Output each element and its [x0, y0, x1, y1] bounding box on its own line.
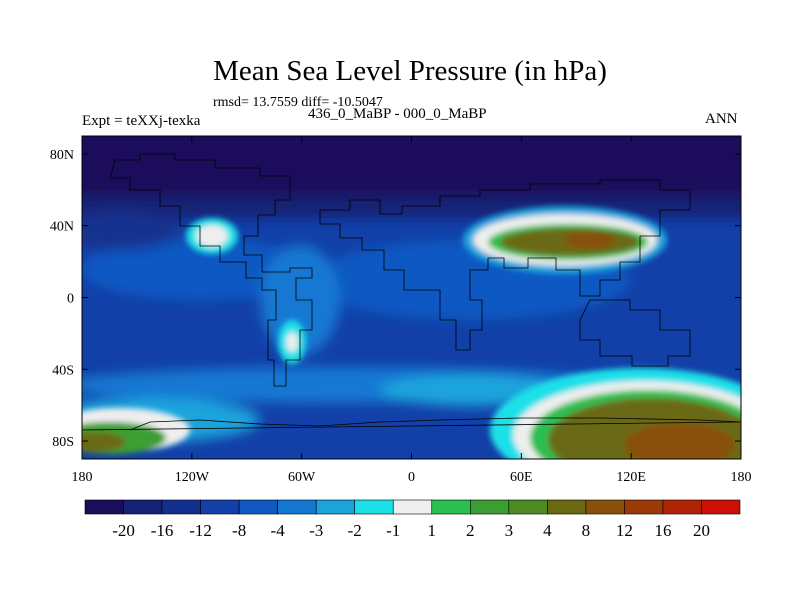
- x-tick-label-6: 180: [731, 470, 752, 485]
- colorbar-label-0: -20: [112, 521, 135, 540]
- colorbar-label-9: 2: [466, 521, 475, 540]
- colorbar-swatch-8: [392, 499, 433, 515]
- arctic-edge: [82, 196, 741, 218]
- colorbar-label-2: -12: [189, 521, 212, 540]
- x-tick-label-5: 120E: [616, 470, 646, 485]
- colorbar-swatch-1: [123, 499, 163, 515]
- x-tick-label-3: 0: [408, 470, 415, 485]
- colorbar-label-13: 12: [616, 521, 633, 540]
- south-pacific-core: [82, 432, 125, 452]
- colorbar-label-8: 1: [428, 521, 437, 540]
- colorbar-swatch-11: [508, 499, 548, 515]
- north-pacific-low: [82, 210, 180, 250]
- asia-high-core: [564, 232, 616, 248]
- colorbar-swatch-13: [585, 499, 625, 515]
- antarctic-high-core: [625, 423, 735, 459]
- x-tick-label-0: 180: [72, 470, 93, 485]
- y-tick-label-2: 0: [67, 292, 74, 307]
- colorbar-swatch-12: [547, 499, 587, 515]
- south-america-high: [286, 332, 298, 352]
- y-tick-label-1: 40N: [50, 220, 74, 235]
- y-tick-label-0: 80N: [50, 148, 74, 163]
- experiment-label: Expt = teXXj-texka: [82, 113, 201, 129]
- stats-label: rmsd= 13.7559 diff= -10.5047: [213, 95, 383, 110]
- colorbar-label-12: 8: [582, 521, 591, 540]
- colorbar-label-6: -2: [348, 521, 362, 540]
- x-tick-label-4: 60E: [510, 470, 533, 485]
- y-axis: 80N 40N 0 40S 80S: [50, 148, 741, 450]
- colorbar-swatch-14: [624, 499, 664, 515]
- colorbar-label-15: 20: [693, 521, 710, 540]
- x-tick-label-1: 120W: [175, 470, 210, 485]
- colorbar-label-11: 4: [543, 521, 552, 540]
- arctic-region: [82, 136, 741, 208]
- colorbar-label-5: -3: [309, 521, 323, 540]
- colorbar-swatch-10: [469, 499, 510, 515]
- colorbar-label-1: -16: [151, 521, 174, 540]
- colorbar-swatch-9: [431, 499, 471, 515]
- colorbar-swatch-4: [238, 499, 278, 515]
- colorbar-label-7: -1: [386, 521, 400, 540]
- coastlines: [82, 153, 741, 431]
- x-axis: 180 120W 60W 0 60E 120E 180: [72, 136, 752, 485]
- colorbar: -20 -16 -12 -8 -4 -3 -2 -1 1 2 3 4 8 12 16 20: [84, 499, 741, 540]
- y-tick-label-3: 40S: [52, 363, 74, 378]
- colorbar-swatch-6: [315, 499, 356, 515]
- colorbar-swatch-5: [277, 499, 317, 515]
- north-america-high: [196, 225, 228, 247]
- colorbar-swatch-3: [200, 499, 240, 515]
- x-tick-label-2: 60W: [288, 470, 316, 485]
- colorbar-label-4: -4: [271, 521, 286, 540]
- colorbar-swatch-15: [662, 499, 702, 515]
- colorbar-swatch-16: [701, 499, 741, 515]
- pressure-field: [82, 136, 741, 459]
- colorbar-label-3: -8: [232, 521, 246, 540]
- y-tick-label-4: 80S: [52, 435, 74, 450]
- colorbar-label-10: 3: [505, 521, 514, 540]
- colorbar-swatch-7: [354, 499, 394, 515]
- colorbar-swatch-2: [161, 499, 201, 515]
- colorbar-swatch-0: [84, 499, 124, 515]
- chart-subtitle: 436_0_MaBP - 000_0_MaBP: [308, 106, 487, 122]
- chart-title: Mean Sea Level Pressure (in hPa): [213, 55, 607, 87]
- colorbar-label-14: 16: [654, 521, 671, 540]
- season-label: ANN: [705, 111, 738, 127]
